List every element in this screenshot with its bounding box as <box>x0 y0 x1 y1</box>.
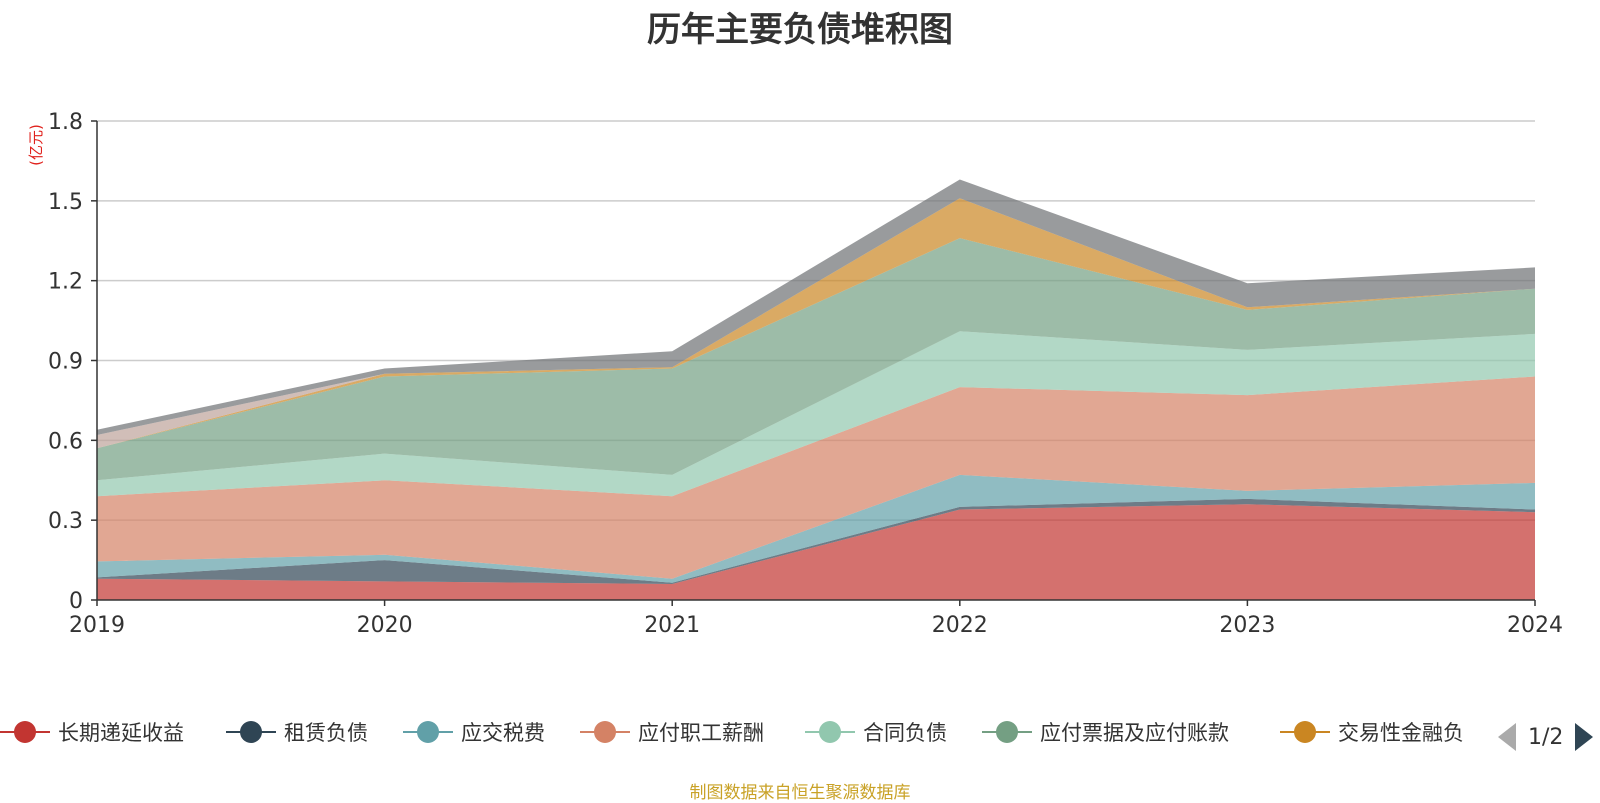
legend-label: 应付票据及应付账款 <box>1040 721 1229 745</box>
legend-marker-icon <box>580 712 630 752</box>
legend-label: 长期递延收益 <box>58 721 184 745</box>
y-tick-label: 0 <box>69 589 83 614</box>
y-tick-label: 0.9 <box>48 350 83 375</box>
legend-item[interactable]: 合同负债 <box>805 712 947 752</box>
y-axis-unit-label: (亿元) <box>27 124 45 166</box>
legend-pager: 1/2 <box>1498 722 1594 752</box>
legend-marker-icon <box>403 712 453 752</box>
x-tick-label: 2023 <box>1219 613 1275 638</box>
y-tick-label: 1.2 <box>48 270 83 295</box>
legend-label: 交易性金融负 <box>1338 721 1464 745</box>
legend-marker-icon <box>0 712 50 752</box>
x-tick-label: 2021 <box>644 613 700 638</box>
axes: 0 0.3 0.6 0.9 1.2 1.5 1.8 2019 2020 2021 2022 2023 2… <box>48 110 1563 638</box>
legend-item[interactable]: 应付职工薪酬 <box>580 712 764 752</box>
x-tick-label: 2020 <box>357 613 413 638</box>
area-series-4 <box>97 331 1535 497</box>
legend-label: 应交税费 <box>461 721 545 745</box>
area-series <box>97 179 1535 600</box>
legend-item[interactable]: 应付票据及应付账款 <box>982 712 1229 752</box>
y-tick-label: 1.5 <box>48 190 83 215</box>
legend-marker-icon <box>226 712 276 752</box>
y-tick-label: 0.6 <box>48 429 83 454</box>
x-tick-label: 2022 <box>932 613 988 638</box>
legend-item[interactable]: 交易性金融负 <box>1280 712 1464 752</box>
legend: 长期递延收益 租赁负债 应交税费 应付职工薪酬 合同负债 应付票据及应付账款 交易性金融负 <box>0 712 1600 752</box>
area-series-0 <box>97 504 1535 600</box>
legend-item[interactable]: 租赁负债 <box>226 712 368 752</box>
area-series-1 <box>97 498 1535 584</box>
legend-item[interactable]: 长期递延收益 <box>0 712 184 752</box>
x-tick-label: 2019 <box>69 613 125 638</box>
legend-label: 应付职工薪酬 <box>638 721 764 745</box>
legend-label: 租赁负债 <box>284 721 368 745</box>
area-series-5 <box>97 238 1535 481</box>
area-series-3 <box>97 376 1535 579</box>
chart-title: 历年主要负债堆积图 <box>647 10 953 50</box>
legend-item[interactable]: 应交税费 <box>403 712 545 752</box>
y-tick-label: 0.3 <box>48 509 83 534</box>
legend-marker-icon <box>982 712 1032 752</box>
legend-label: 合同负债 <box>863 721 947 745</box>
legend-marker-icon <box>1280 712 1330 752</box>
legend-next-page-icon[interactable] <box>1575 723 1594 751</box>
legend-page-indicator: 1/2 <box>1528 724 1564 750</box>
legend-marker-icon <box>805 712 855 752</box>
chart-plot: 0 0.3 0.6 0.9 1.2 1.5 1.8 2019 2020 2021 2022 2023 2… <box>27 110 1563 638</box>
area-series-8 <box>97 179 1535 435</box>
x-tick-label: 2024 <box>1507 613 1563 638</box>
legend-prev-page-icon[interactable] <box>1498 723 1516 751</box>
source-note: 制图数据来自恒生聚源数据库 <box>689 783 911 803</box>
y-tick-label: 1.8 <box>48 110 83 135</box>
area-series-2 <box>97 474 1535 583</box>
